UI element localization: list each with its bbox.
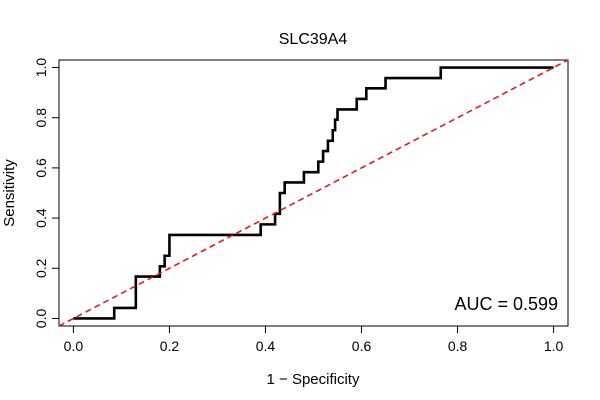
auc-annotation: AUC = 0.599 bbox=[454, 294, 558, 314]
y-tick-label: 0.4 bbox=[33, 208, 49, 228]
x-tick-label: 0.4 bbox=[256, 338, 276, 354]
plot-area: 0.0 0.2 0.4 0.6 0.8 1.0 0.0 0.2 0.4 0.6 0.8 1.0 bbox=[33, 58, 569, 354]
y-tick-label: 0.2 bbox=[33, 258, 49, 278]
x-tick-label: 0.2 bbox=[160, 338, 180, 354]
y-axis-label: Sensitivity bbox=[1, 159, 18, 227]
y-tick-label: 0.6 bbox=[33, 158, 49, 178]
chart-title: SLC39A4 bbox=[279, 31, 348, 48]
y-tick-label: 0.0 bbox=[33, 309, 49, 329]
x-tick-label: 0.8 bbox=[448, 338, 468, 354]
roc-curve-line bbox=[73, 66, 554, 320]
y-tick-label: 1.0 bbox=[33, 58, 49, 78]
x-tick-label: 0.6 bbox=[352, 338, 372, 354]
x-axis-label: 1 − Specificity bbox=[267, 371, 360, 388]
y-tick-label: 0.8 bbox=[33, 108, 49, 128]
x-tick-label: 1.0 bbox=[544, 338, 564, 354]
x-tick-label: 0.0 bbox=[64, 338, 84, 354]
plot-frame bbox=[58, 59, 569, 327]
reference-diagonal-line bbox=[59, 60, 568, 326]
